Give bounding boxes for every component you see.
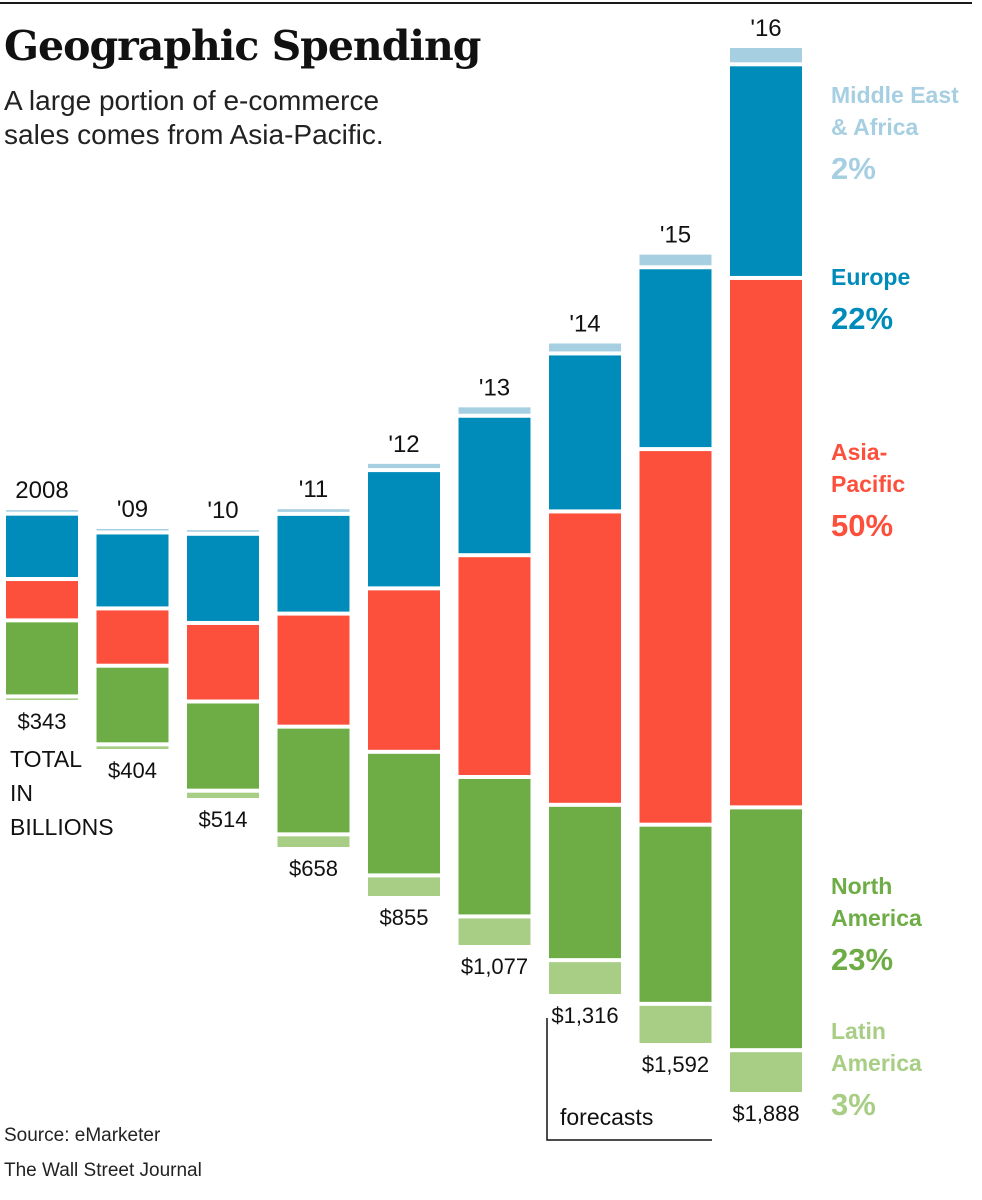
bar-segment-latin-america-12: [368, 877, 440, 896]
bar-segment-north-america-11: [277, 728, 350, 833]
top-rule: [0, 2, 972, 4]
source-note: Source: eMarketer: [4, 1125, 161, 1146]
bar-segment-north-america-13: [458, 778, 531, 915]
notes-layer: TOTAL IN BILLIONS forecasts: [10, 746, 712, 1141]
bar-segment-latin-america-13: [458, 918, 531, 945]
year-label-2008: 2008: [15, 477, 68, 504]
labels-layer: 2008 $343 '09 $404 '10 $514 '11 $658 '12 $855 '13 $…: [15, 15, 799, 1126]
bar-segment-europe-2008: [6, 515, 78, 578]
bar-segment-middle-east-africa-09: [96, 528, 169, 531]
legend-pct-latin-america: 3%: [831, 1087, 876, 1122]
bar-segment-north-america-12: [368, 753, 440, 874]
bar-segment-latin-america-14: [549, 962, 621, 994]
chart-title: Geographic Spending: [4, 22, 481, 70]
legend-pct-north-america: 23%: [831, 942, 893, 977]
bar-segment-asia-pacific-10: [187, 624, 259, 700]
unit-note: TOTAL IN BILLIONS: [10, 746, 114, 840]
bar-segment-middle-east-africa-10: [187, 530, 259, 532]
bar-segment-north-america-14: [549, 806, 621, 959]
bar-segment-europe-14: [549, 355, 621, 510]
chart-subtitle: A large portion of e-commerce sales come…: [4, 85, 384, 150]
bar-segment-north-america-10: [187, 703, 259, 789]
legend-pct-asia-pacific: 50%: [831, 508, 893, 543]
bar-segment-middle-east-africa-14: [549, 343, 621, 352]
legend-label-asia-pacific: Asia-Pacific: [831, 439, 905, 497]
legend-label-europe: Europe: [831, 264, 910, 290]
bar-segment-europe-09: [96, 534, 169, 607]
total-label-2008: $343: [18, 709, 67, 734]
publication-credit: The Wall Street Journal: [4, 1160, 202, 1181]
bar-segment-north-america-2008: [6, 622, 78, 695]
year-label-09: '09: [117, 496, 148, 523]
bar-segment-asia-pacific-15: [639, 451, 712, 823]
year-label-12: '12: [388, 431, 419, 458]
bar-segment-asia-pacific-12: [368, 590, 440, 750]
total-label-15: $1,592: [642, 1052, 709, 1077]
bar-segment-north-america-15: [639, 826, 712, 1002]
bar-segment-middle-east-africa-16: [730, 47, 802, 63]
bar-segment-europe-16: [730, 66, 802, 276]
bar-segment-latin-america-15: [639, 1005, 712, 1043]
bar-segment-asia-pacific-11: [277, 615, 350, 725]
forecast-label: forecasts: [560, 1104, 653, 1130]
total-label-12: $855: [380, 905, 429, 930]
bar-segment-europe-12: [368, 472, 440, 587]
bar-segment-middle-east-africa-11: [277, 509, 350, 512]
bar-segment-europe-15: [639, 269, 712, 448]
bar-segment-middle-east-africa-2008: [6, 510, 78, 512]
year-label-15: '15: [660, 222, 691, 249]
year-label-16: '16: [750, 15, 781, 42]
legend-pct-europe: 22%: [831, 301, 893, 336]
forecast-bracket: [546, 1018, 712, 1141]
bar-segment-asia-pacific-16: [730, 279, 802, 806]
total-label-14: $1,316: [551, 1003, 618, 1028]
legend-label-latin-america: Latin America: [831, 1018, 922, 1076]
bar-segment-europe-10: [187, 535, 259, 621]
bar-segment-asia-pacific-2008: [6, 581, 78, 619]
bar-segment-middle-east-africa-15: [639, 254, 712, 266]
legend-label-north-america: North America: [831, 873, 922, 931]
bars-layer: [6, 47, 802, 1092]
year-label-13: '13: [479, 374, 510, 401]
bar-segment-latin-america-16: [730, 1052, 802, 1092]
total-label-13: $1,077: [461, 954, 528, 979]
bar-segment-latin-america-11: [277, 836, 350, 847]
total-label-11: $658: [289, 856, 338, 881]
year-label-11: '11: [299, 476, 329, 503]
year-label-14: '14: [569, 311, 600, 338]
bar-segment-north-america-16: [730, 809, 802, 1049]
bar-segment-asia-pacific-13: [458, 557, 531, 775]
legend-label-middle-east-africa: Middle East & Africa: [831, 82, 959, 140]
bar-segment-asia-pacific-14: [549, 513, 621, 803]
bar-segment-middle-east-africa-12: [368, 463, 440, 469]
year-label-10: '10: [207, 497, 238, 524]
total-label-09: $404: [108, 758, 157, 783]
legend: Middle East & Africa 2% Europe 22% Asia-Pacif…: [831, 82, 959, 1122]
bar-segment-europe-11: [277, 515, 350, 612]
bar-segment-europe-13: [458, 417, 531, 554]
bar-segment-north-america-09: [96, 667, 169, 743]
bar-segment-asia-pacific-09: [96, 610, 169, 664]
bar-segment-latin-america-10: [187, 792, 259, 798]
bar-segment-middle-east-africa-13: [458, 407, 531, 414]
bar-segment-latin-america-09: [96, 746, 169, 749]
total-label-16: $1,888: [732, 1101, 799, 1126]
total-label-10: $514: [199, 807, 248, 832]
bar-segment-latin-america-2008: [6, 698, 78, 700]
legend-pct-middle-east-africa: 2%: [831, 151, 876, 186]
